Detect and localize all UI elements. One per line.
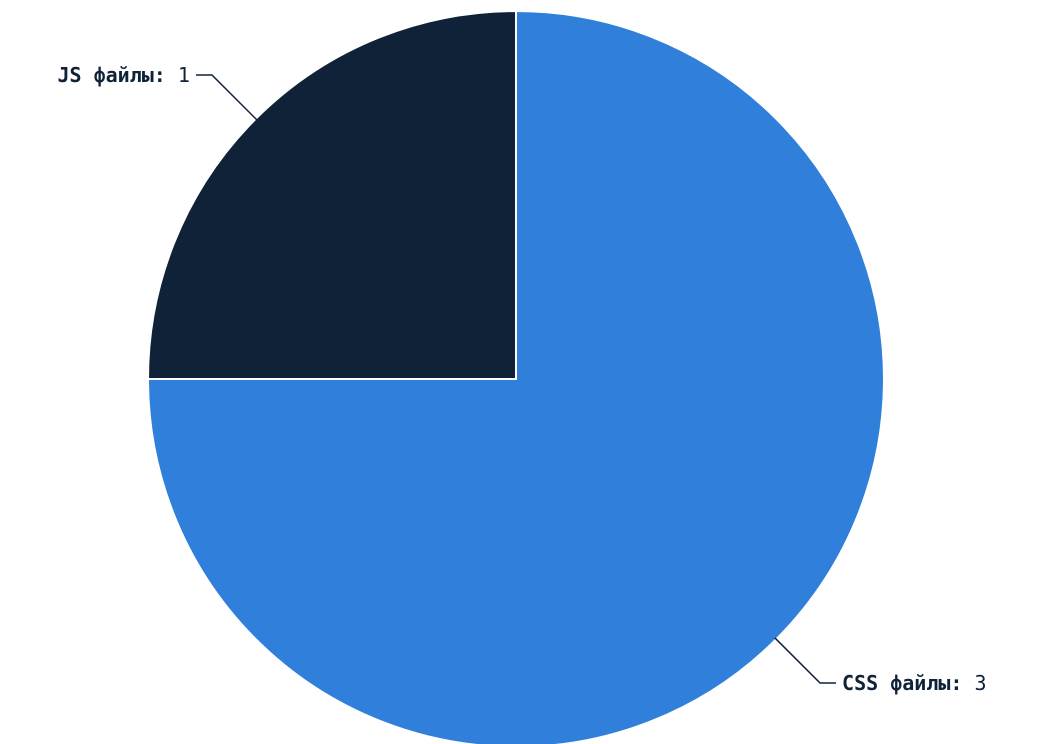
pie-slice-1 <box>146 9 517 380</box>
slice-label-value-0: 3 <box>962 671 986 695</box>
slice-label-1: JS файлы: 1 <box>57 63 189 87</box>
pie-slices <box>146 9 885 744</box>
slice-labels: CSS файлы: 3 JS файлы: 1 <box>57 63 986 695</box>
leader-line-0 <box>774 637 837 684</box>
slice-label-0: CSS файлы: 3 <box>842 671 987 695</box>
leader-line-1 <box>195 74 258 121</box>
slice-label-name-1: JS файлы: <box>57 63 165 87</box>
leader-lines <box>195 74 837 684</box>
slice-label-value-1: 1 <box>166 63 190 87</box>
slice-label-name-0: CSS файлы: <box>842 671 962 695</box>
